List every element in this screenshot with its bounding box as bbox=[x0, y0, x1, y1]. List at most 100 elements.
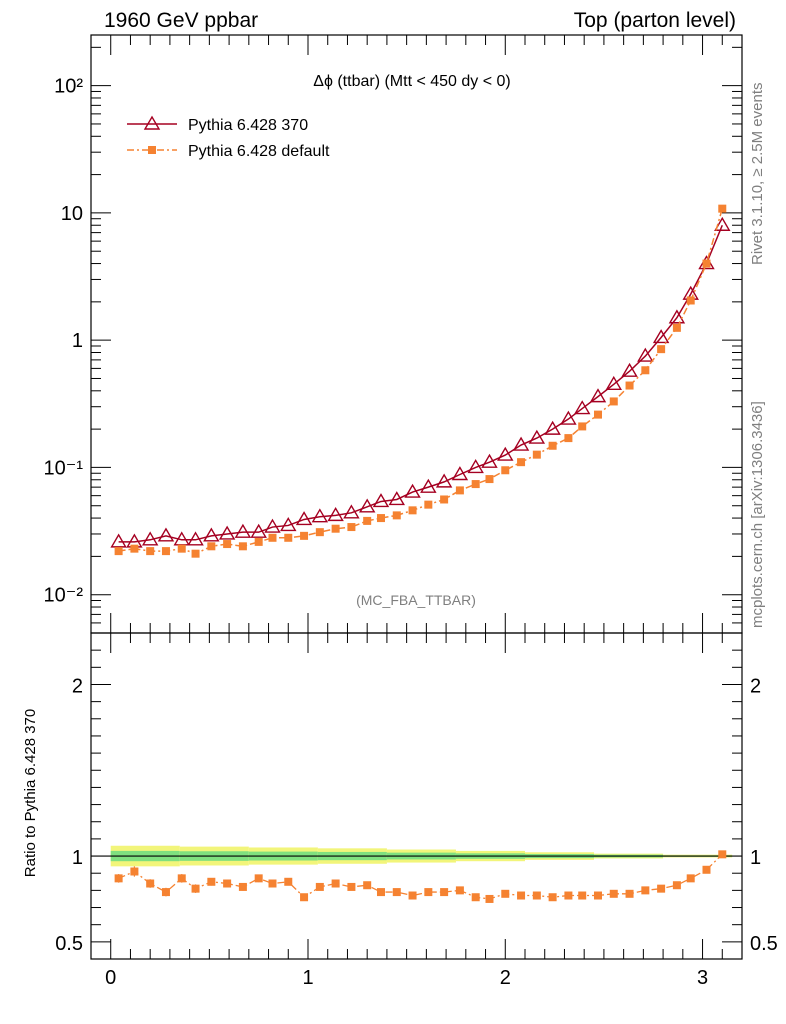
series-1-point bbox=[497, 446, 514, 461]
ratio-x-tick-label: 3 bbox=[697, 967, 708, 989]
series-2-point bbox=[593, 410, 602, 419]
ratio-point bbox=[238, 882, 247, 891]
series-1-point bbox=[404, 483, 421, 498]
series-2-point bbox=[702, 259, 711, 268]
ratio-point bbox=[347, 882, 356, 891]
series-2-point bbox=[485, 475, 494, 484]
ratio-point bbox=[315, 882, 324, 891]
series-1-point bbox=[637, 347, 654, 362]
series-1-point bbox=[451, 466, 469, 481]
series-1-point bbox=[311, 508, 329, 523]
ratio-point bbox=[146, 879, 155, 888]
series-2-point bbox=[532, 450, 541, 459]
header-right: Top (parton level) bbox=[574, 9, 736, 32]
series-1-point bbox=[544, 420, 561, 435]
series-2-point bbox=[331, 524, 340, 533]
ratio-point bbox=[455, 886, 464, 895]
series-2-point bbox=[114, 547, 123, 556]
ratio-point bbox=[517, 891, 526, 900]
series-2-point bbox=[254, 537, 263, 546]
series-1-point bbox=[621, 362, 638, 377]
series-2-point bbox=[146, 547, 155, 556]
series-1-point bbox=[157, 527, 175, 542]
ratio-point bbox=[191, 884, 200, 893]
series-1-point bbox=[141, 531, 159, 546]
ratio-point bbox=[471, 893, 480, 902]
series-1-point bbox=[187, 531, 204, 546]
ratio-y-tick-label-right: 0.5 bbox=[750, 933, 778, 955]
series-1-point bbox=[668, 309, 686, 324]
series-2-point bbox=[392, 511, 401, 520]
series-2-point bbox=[177, 544, 186, 553]
ratio-uncertainty-band bbox=[91, 845, 742, 867]
ratio-panel-frame bbox=[90, 632, 743, 960]
ratio-point bbox=[564, 891, 573, 900]
ratio-point bbox=[408, 891, 417, 900]
series-1-point bbox=[481, 453, 498, 468]
legend-label-series-2: Pythia 6.428 default bbox=[188, 143, 330, 160]
legend: Pythia 6.428 370 Pythia 6.428 default bbox=[127, 115, 330, 160]
ratio-point bbox=[485, 894, 494, 903]
series-2-point bbox=[672, 323, 681, 332]
ratio-y-tick-label-right: 1 bbox=[750, 847, 761, 869]
series-2-point bbox=[347, 523, 356, 532]
series-1-point bbox=[358, 498, 376, 513]
series-1-point bbox=[512, 436, 530, 451]
series-2-point bbox=[130, 544, 139, 553]
ratio-x-tick-label: 0 bbox=[105, 967, 116, 989]
ratio-y-tick-label-right: 2 bbox=[750, 675, 761, 697]
series-2-point bbox=[625, 381, 634, 390]
main-axes: 10⁻² 10⁻¹ 1 10 10² bbox=[44, 35, 742, 633]
series-1-point bbox=[280, 517, 297, 532]
ratio-point bbox=[718, 850, 727, 859]
series-1-point bbox=[560, 410, 577, 425]
main-y-tick-label: 1 bbox=[72, 330, 83, 352]
series-2-point bbox=[223, 540, 232, 549]
analysis-annotation: (MC_FBA_TTBAR) bbox=[356, 592, 476, 608]
ratio-point bbox=[440, 888, 449, 897]
series-1-point bbox=[203, 527, 220, 542]
series-2-point bbox=[238, 542, 247, 551]
ratio-point bbox=[686, 874, 695, 883]
ratio-point bbox=[641, 886, 650, 895]
series-1-point bbox=[295, 511, 313, 526]
series-2-point bbox=[424, 500, 433, 509]
main-y-tick-label: 10² bbox=[54, 76, 83, 98]
ratio-series-line bbox=[118, 853, 723, 900]
series-2-point bbox=[501, 466, 510, 475]
main-y-tick-label: 10 bbox=[61, 203, 83, 225]
ratio-point bbox=[114, 874, 123, 883]
series-2-point bbox=[578, 422, 587, 431]
series-2-point bbox=[440, 495, 449, 504]
series-1-point bbox=[714, 216, 731, 231]
series-2-point bbox=[363, 516, 372, 525]
ratio-point bbox=[254, 874, 263, 883]
ratio-y-tick-label: 2 bbox=[72, 675, 83, 697]
series-2-point bbox=[548, 441, 557, 450]
ratio-axes: 0 1 2 3 0.5 0.5 1 1 2 2 bbox=[55, 633, 778, 989]
series-2-point bbox=[315, 528, 324, 537]
ratio-point bbox=[578, 891, 587, 900]
ratio-x-tick-label: 2 bbox=[500, 967, 511, 989]
series-1-point bbox=[110, 533, 127, 548]
header-left: 1960 GeV ppbar bbox=[104, 9, 258, 32]
ratio-point bbox=[609, 889, 618, 898]
series-1-point bbox=[264, 518, 281, 533]
ratio-point bbox=[625, 889, 634, 898]
series-1-point bbox=[343, 504, 360, 519]
series-2-point bbox=[300, 531, 309, 540]
ratio-point bbox=[284, 877, 293, 886]
series-2-point bbox=[161, 547, 170, 556]
ratio-x-tick-label: 1 bbox=[302, 967, 313, 989]
series-1-point bbox=[388, 491, 405, 506]
series-2-point bbox=[268, 533, 277, 542]
series-2-point bbox=[641, 366, 650, 375]
series-2-point bbox=[455, 486, 464, 495]
ratio-point bbox=[177, 874, 186, 883]
ratio-point bbox=[130, 867, 139, 876]
ratio-point bbox=[161, 888, 170, 897]
series-2-point bbox=[207, 542, 216, 551]
series-2-point bbox=[686, 296, 695, 305]
series-line-2 bbox=[118, 208, 723, 555]
